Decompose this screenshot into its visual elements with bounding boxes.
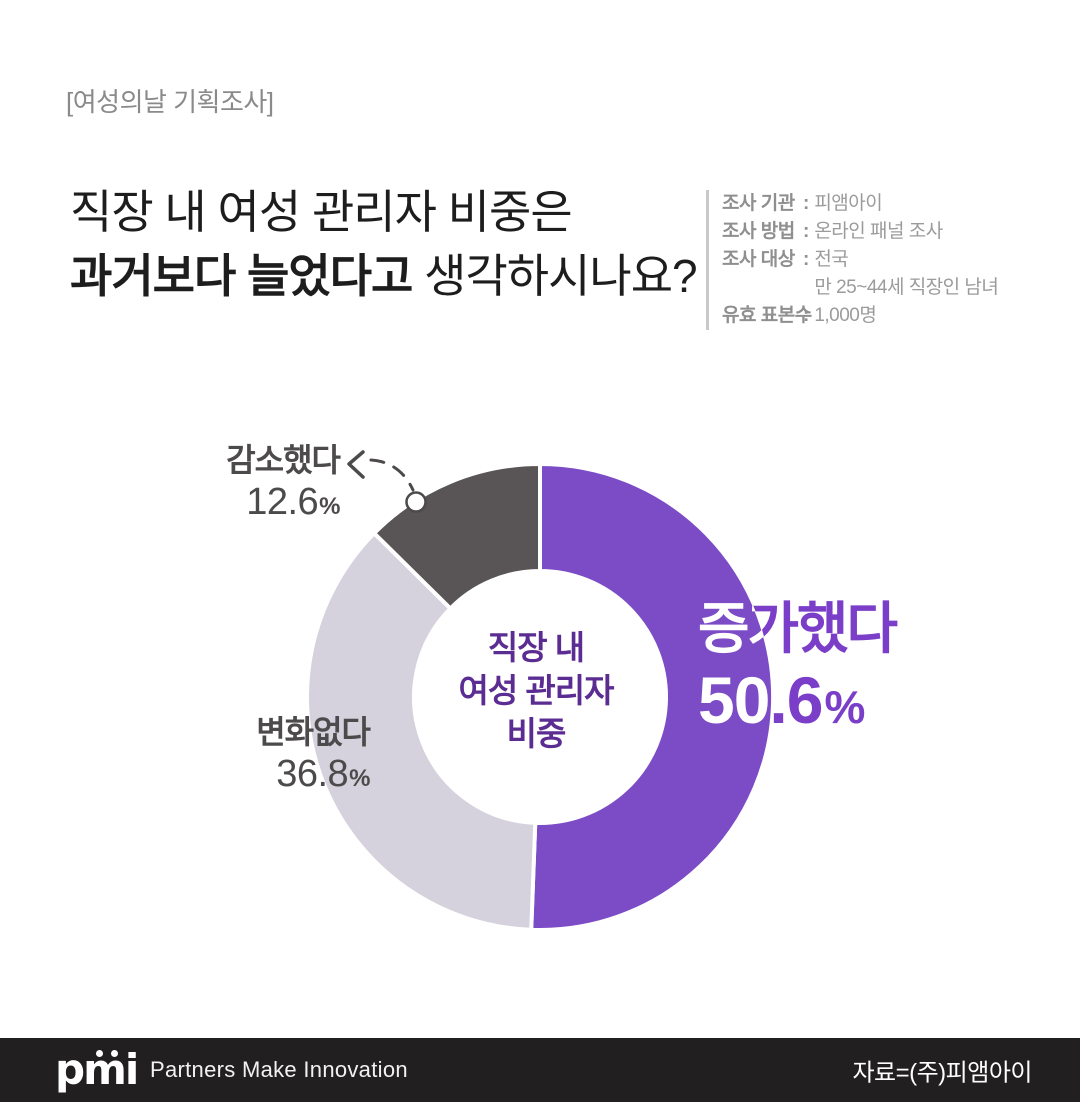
nochange-number: 36.8: [276, 753, 349, 795]
decrease-callout: [347, 450, 427, 513]
info-label: 유효 표본수: [722, 305, 812, 326]
title-line2-bold: 과거보다 늘었다고: [70, 250, 413, 302]
info-value: 피앰아이: [814, 193, 883, 214]
info-value: 전국 만 25~44세 직장인 남녀: [814, 249, 999, 298]
survey-info-row: 조사 방법 : 온라인 패널 조사: [722, 218, 998, 246]
donut-center-label: 직장 내 여성 관리자 비중: [458, 629, 615, 752]
logo-dot-icon: [96, 1050, 103, 1057]
nochange-unit: %: [349, 765, 370, 792]
callout-dot: [405, 491, 427, 513]
info-value: 온라인 패널 조사: [814, 221, 943, 242]
footer-source: 자료=(주)피앰아이: [852, 1059, 1032, 1087]
footer-bar: pmi Partners Make Innovation 자료=(주)피앰아이: [0, 1038, 1080, 1102]
info-label: 조사 대상: [722, 249, 795, 270]
increase-number: 50.6: [698, 663, 823, 737]
page-title: 직장 내 여성 관리자 비중은 과거보다 늘었다고 생각하시나요?: [70, 180, 698, 308]
increase-value: 50.6%: [698, 662, 896, 745]
callout-arrow-left-icon: [347, 450, 365, 479]
title-line2: 과거보다 늘었다고 생각하시나요?: [70, 244, 698, 308]
decrease-value: 12.6%: [226, 480, 340, 529]
pmi-logo: pmi: [55, 1043, 155, 1097]
nochange-name: 변화없다: [256, 714, 371, 750]
logo-dot-icon: [111, 1050, 118, 1057]
increase-unit: %: [824, 681, 865, 733]
label-increase: 증가했다 50.6%: [698, 596, 898, 745]
donut-segment-2: [371, 461, 542, 612]
survey-info-box: 조사 기관 : 피앰아이 조사 방법 : 온라인 패널 조사 조사 대상 : 전…: [706, 190, 999, 330]
info-colon: :: [803, 249, 810, 270]
info-label: 조사 기관: [722, 193, 795, 214]
info-colon: :: [803, 193, 810, 214]
header-tag: [여성의날 기획조사]: [66, 87, 274, 117]
label-nochange: 변화없다 36.8%: [256, 712, 371, 801]
decrease-unit: %: [319, 493, 340, 520]
decrease-number: 12.6: [246, 481, 319, 523]
footer-slogan: Partners Make Innovation: [150, 1057, 408, 1082]
info-label: 조사 방법: [722, 221, 795, 242]
label-decrease: 감소했다 12.6%: [226, 440, 341, 529]
callout-dashed-line: [369, 458, 415, 492]
title-line1: 직장 내 여성 관리자 비중은: [70, 186, 573, 238]
info-value: 1,000명: [814, 305, 877, 326]
survey-info-row: 유효 표본수 : 1,000명: [722, 302, 998, 330]
info-colon: :: [803, 221, 810, 242]
survey-info-row: 조사 대상 : 전국 만 25~44세 직장인 남녀: [722, 246, 999, 302]
survey-info-row: 조사 기관 : 피앰아이: [722, 190, 998, 218]
title-line2-rest: 생각하시나요?: [412, 250, 698, 302]
decrease-name: 감소했다: [226, 442, 341, 478]
info-colon: :: [803, 305, 810, 326]
nochange-value: 36.8%: [256, 752, 370, 801]
increase-name: 증가했다: [698, 597, 898, 660]
